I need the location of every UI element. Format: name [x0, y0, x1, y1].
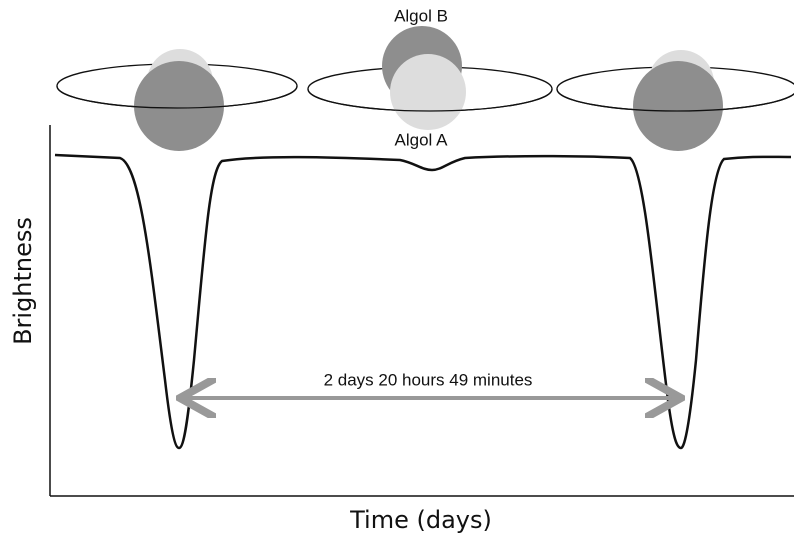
diagram: Algol B Algol A 2 days 20 hours 49 minut… — [0, 0, 794, 543]
orbit-right — [557, 50, 794, 151]
star-b-label: Algol B — [394, 6, 448, 25]
y-axis-title: Brightness — [9, 217, 37, 345]
star-a-label: Algol A — [395, 130, 449, 149]
light-curve — [55, 155, 791, 448]
orbit-middle — [308, 26, 552, 130]
period-label: 2 days 20 hours 49 minutes — [324, 370, 533, 389]
x-axis-title: Time (days) — [349, 506, 492, 534]
orbit-left — [57, 49, 297, 151]
